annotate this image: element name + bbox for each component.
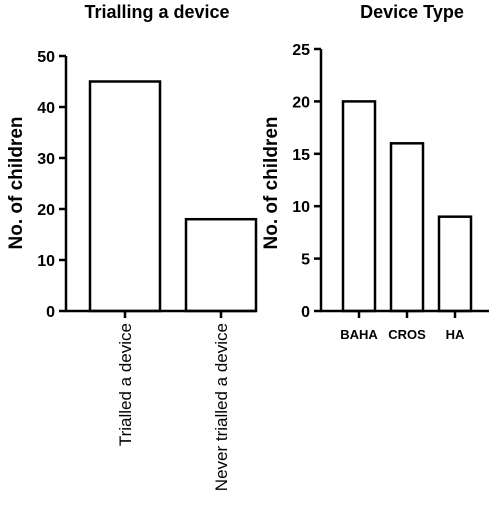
chart-device-type: Device Type No. of children 0 5 10 15 20 25 B…	[261, 2, 489, 342]
category-labels: Trialled a device Never trialled a device	[116, 311, 231, 491]
y-tick-label: 20	[292, 94, 310, 111]
axes	[64, 56, 256, 313]
y-tick-label: 0	[46, 304, 55, 321]
bars	[341, 100, 473, 313]
y-axis-label: No. of children	[261, 117, 282, 250]
bar-cros	[389, 142, 425, 313]
category-labels: BAHA CROS HA	[340, 311, 465, 342]
bar-baha	[341, 100, 377, 313]
y-tick-label: 25	[292, 42, 310, 59]
category-label: HA	[446, 327, 465, 342]
chart-trialling-a-device: Trialling a device No. of children 0 10 20…	[6, 2, 258, 491]
chart-title: Trialling a device	[84, 2, 229, 22]
category-label: Trialled a device	[116, 323, 135, 446]
y-tick-label: 0	[301, 304, 310, 321]
chart-title: Device Type	[360, 2, 464, 22]
axes	[319, 49, 489, 313]
y-tick-label: 10	[292, 199, 310, 216]
bar-never-trialled-a-device	[184, 217, 258, 313]
bar-ha	[437, 215, 473, 313]
category-label: Never trialled a device	[212, 323, 231, 491]
y-tick-label: 30	[37, 151, 55, 168]
y-tick-label: 20	[37, 202, 55, 219]
y-tick-label: 40	[37, 100, 55, 117]
y-tick-label: 50	[37, 49, 55, 66]
bars	[88, 80, 258, 313]
y-ticks: 0 10 20 30 40 50	[37, 49, 66, 321]
category-label: BAHA	[340, 327, 378, 342]
bar-trialled-a-device	[88, 80, 162, 313]
y-tick-label: 5	[301, 252, 310, 269]
y-ticks: 0 5 10 15 20 25	[292, 42, 321, 321]
y-tick-label: 15	[292, 147, 310, 164]
category-label: CROS	[388, 327, 426, 342]
y-axis-label: No. of children	[6, 117, 27, 250]
y-tick-label: 10	[37, 253, 55, 270]
